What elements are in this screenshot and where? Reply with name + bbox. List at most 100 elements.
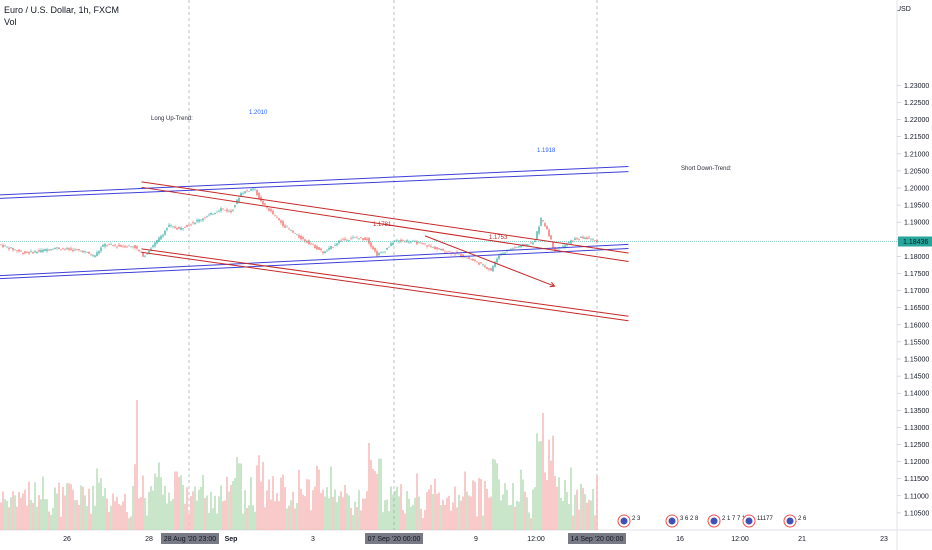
volume-bar bbox=[584, 493, 586, 530]
candle-body bbox=[494, 261, 496, 267]
candle-body bbox=[208, 214, 210, 216]
volume-bar bbox=[286, 508, 288, 530]
candle-body bbox=[518, 246, 520, 248]
candle-body bbox=[502, 253, 504, 254]
volume-bar bbox=[252, 505, 254, 530]
volume-bar bbox=[412, 504, 414, 530]
volume-bar bbox=[468, 495, 470, 530]
volume-bar bbox=[2, 491, 4, 530]
volume-bar bbox=[254, 511, 256, 530]
candle-body bbox=[224, 209, 226, 211]
candle-body bbox=[490, 268, 492, 271]
candle-body bbox=[6, 246, 8, 248]
price-tick-label: 1.15500 bbox=[904, 339, 929, 346]
volume-bar bbox=[82, 486, 84, 530]
trend-line[interactable] bbox=[0, 165, 629, 196]
volume-bar bbox=[428, 489, 430, 530]
volume-bar bbox=[176, 471, 178, 530]
volume-bar bbox=[274, 501, 276, 530]
candle-body bbox=[168, 224, 170, 227]
candle-body bbox=[12, 248, 14, 250]
candle-body bbox=[432, 247, 434, 248]
candle-body bbox=[302, 237, 304, 239]
volume-bar bbox=[38, 495, 40, 530]
candle-body bbox=[282, 221, 284, 226]
volume-bar bbox=[88, 488, 90, 530]
volume-bar bbox=[406, 491, 408, 530]
volume-bar bbox=[422, 518, 424, 530]
candle-body bbox=[20, 250, 22, 252]
candle-body bbox=[64, 248, 66, 250]
economic-event-marker[interactable]: 2 6 bbox=[783, 514, 807, 528]
candle-body bbox=[586, 237, 588, 240]
volume-bar bbox=[432, 494, 434, 530]
volume-bar bbox=[104, 488, 106, 530]
candle-body bbox=[272, 210, 274, 215]
volume-bar bbox=[400, 484, 402, 530]
volume-bar bbox=[328, 498, 330, 530]
candle-body bbox=[398, 240, 400, 242]
trend-line[interactable] bbox=[141, 248, 629, 317]
trend-line[interactable] bbox=[0, 248, 629, 280]
volume-bar bbox=[260, 481, 262, 530]
volume-bar bbox=[500, 500, 502, 530]
candle-body bbox=[122, 246, 124, 248]
volume-bar bbox=[592, 489, 594, 530]
volume-bar bbox=[572, 515, 574, 530]
candle-body bbox=[342, 239, 344, 241]
volume-bar bbox=[382, 512, 384, 530]
candle-body bbox=[130, 246, 132, 247]
candle-body bbox=[258, 192, 260, 199]
volume-bar bbox=[526, 497, 528, 530]
candle-body bbox=[380, 252, 382, 253]
candle-body bbox=[14, 249, 16, 251]
volume-bar bbox=[0, 502, 2, 530]
trend-line[interactable] bbox=[141, 186, 629, 263]
economic-event-marker[interactable]: 11177 bbox=[742, 514, 773, 528]
volume-bar bbox=[156, 476, 158, 530]
volume-bar bbox=[14, 495, 16, 530]
volume-bar bbox=[374, 471, 376, 530]
candle-body bbox=[120, 245, 122, 247]
volume-bar bbox=[202, 474, 204, 530]
candle-body bbox=[38, 250, 40, 252]
trend-line[interactable] bbox=[141, 251, 629, 322]
volume-bar bbox=[448, 495, 450, 530]
candle-body bbox=[78, 249, 80, 251]
volume-bar bbox=[322, 489, 324, 530]
candle-body bbox=[404, 241, 406, 243]
trend-line[interactable] bbox=[141, 181, 629, 254]
candle-body bbox=[572, 240, 574, 242]
trend-line[interactable] bbox=[424, 235, 555, 287]
candle-body bbox=[166, 228, 168, 230]
price-tick-label: 1.19500 bbox=[904, 203, 929, 210]
candle-body bbox=[180, 227, 182, 230]
volume-bar bbox=[442, 499, 444, 530]
volume-bar bbox=[466, 491, 468, 530]
volume-bar bbox=[478, 478, 480, 530]
candle-body bbox=[262, 201, 264, 205]
time-highlight-badge bbox=[568, 533, 626, 544]
last-price-badge bbox=[898, 236, 932, 247]
flag-icon bbox=[745, 517, 753, 525]
candle-body bbox=[578, 239, 580, 241]
economic-event-marker[interactable]: 3 6 2 8 bbox=[665, 514, 699, 528]
economic-event-marker[interactable]: 2 3 bbox=[617, 514, 641, 528]
volume-bar bbox=[314, 486, 316, 530]
volume-bar bbox=[510, 504, 512, 530]
candle-body bbox=[574, 238, 576, 241]
volume-bar bbox=[174, 471, 176, 530]
candle-body bbox=[454, 253, 456, 255]
volume-bar bbox=[278, 501, 280, 530]
candle-body bbox=[70, 248, 72, 250]
candle-body bbox=[74, 249, 76, 251]
trend-line[interactable] bbox=[0, 171, 629, 199]
volume-bar bbox=[268, 479, 270, 530]
time-tick-label: 21 bbox=[798, 536, 806, 543]
volume-bar bbox=[160, 477, 162, 530]
candle-body bbox=[330, 246, 332, 249]
economic-event-marker[interactable]: 2 1 7 7 1 bbox=[707, 514, 746, 528]
trend-line[interactable] bbox=[0, 243, 629, 277]
volume-bar bbox=[234, 478, 236, 530]
